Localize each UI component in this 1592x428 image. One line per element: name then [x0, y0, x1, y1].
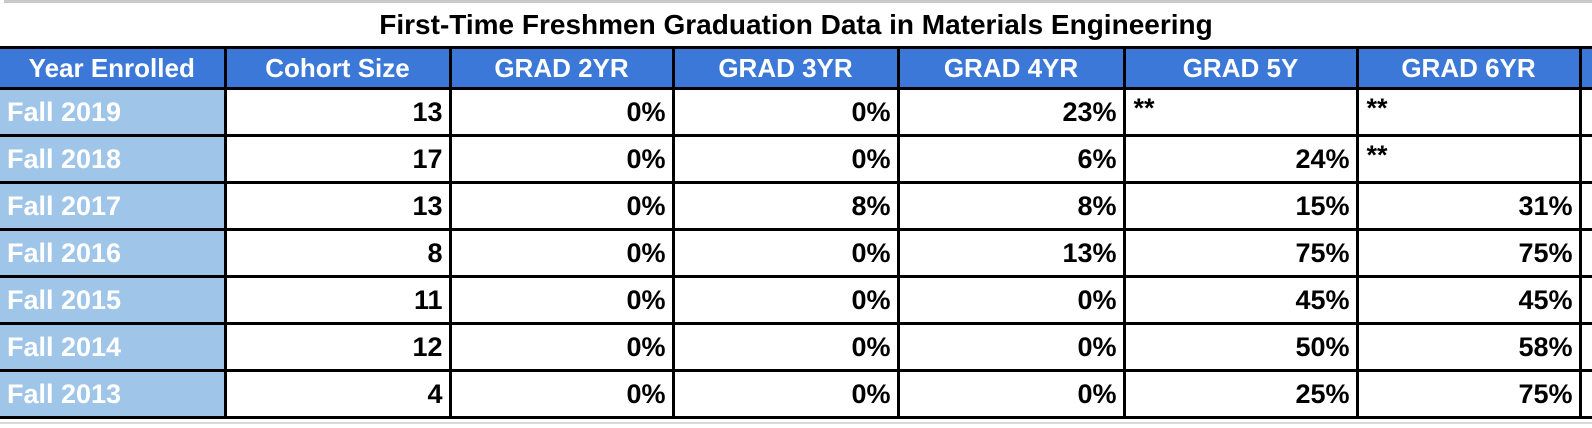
value-cell: **	[1122, 87, 1359, 137]
value-cell: 23%	[896, 87, 1126, 137]
bottom-gridline-rule	[0, 422, 1592, 424]
value-cell: 0%	[671, 134, 900, 184]
value-cell: 58%	[1355, 322, 1582, 372]
value-cell: 17	[223, 134, 452, 184]
value-cell: 0%	[671, 322, 900, 372]
value-cell: 0%	[448, 322, 675, 372]
value-cell: 15%	[1122, 181, 1359, 231]
clipped-cell	[1578, 181, 1592, 231]
year-cell: Fall 2015	[0, 275, 227, 325]
value-cell: 0%	[448, 369, 675, 419]
value-cell: 13	[223, 87, 452, 137]
value-cell: 0%	[448, 134, 675, 184]
clipped-cell	[1578, 275, 1592, 325]
graduation-data-table: Year Enrolled Cohort Size GRAD 2YR GRAD 3YR…	[0, 46, 1592, 419]
value-cell: 0%	[896, 275, 1126, 325]
clipped-cell	[1578, 322, 1592, 372]
clipped-cell	[1578, 87, 1592, 137]
top-gridline-rule	[4, 0, 1592, 3]
year-cell: Fall 2014	[0, 322, 227, 372]
value-cell: 0%	[671, 228, 900, 278]
value-cell: 0%	[448, 228, 675, 278]
clipped-cell	[1578, 369, 1592, 419]
table-row: Fall 2019 13 0% 0% 23% ** **	[0, 87, 1592, 137]
column-header: GRAD 6YR	[1355, 46, 1582, 90]
column-header: Cohort Size	[223, 46, 452, 90]
value-cell: 4	[223, 369, 452, 419]
value-cell: 0%	[671, 275, 900, 325]
value-cell: 31%	[1355, 181, 1582, 231]
column-header: GRAD 4YR	[896, 46, 1126, 90]
value-cell: 8%	[896, 181, 1126, 231]
value-cell: 13%	[896, 228, 1126, 278]
table-body: Fall 2019 13 0% 0% 23% ** ** Fall 2018 17 0% 0% 6% 2…	[0, 87, 1592, 419]
value-cell: 0%	[896, 322, 1126, 372]
column-header: GRAD 5Y	[1122, 46, 1359, 90]
value-cell: 6%	[896, 134, 1126, 184]
value-cell: 75%	[1355, 228, 1582, 278]
table-title: First-Time Freshmen Graduation Data in M…	[379, 9, 1213, 40]
value-cell: **	[1355, 87, 1582, 137]
value-cell: 24%	[1122, 134, 1359, 184]
top-gridline	[0, 0, 1592, 4]
value-cell: 50%	[1122, 322, 1359, 372]
value-cell: 0%	[671, 369, 900, 419]
year-cell: Fall 2017	[0, 181, 227, 231]
column-header: Year Enrolled	[0, 46, 227, 90]
value-cell: 45%	[1355, 275, 1582, 325]
value-cell: 75%	[1122, 228, 1359, 278]
value-cell: 13	[223, 181, 452, 231]
table-row: Fall 2015 11 0% 0% 0% 45% 45%	[0, 275, 1592, 325]
value-cell: 0%	[448, 87, 675, 137]
value-cell: 11	[223, 275, 452, 325]
bottom-gridline	[0, 422, 1592, 428]
value-cell: 8%	[671, 181, 900, 231]
year-cell: Fall 2019	[0, 87, 227, 137]
value-cell: 0%	[448, 275, 675, 325]
column-header: GRAD 3YR	[671, 46, 900, 90]
column-header: GRAD 2YR	[448, 46, 675, 90]
value-cell: 8	[223, 228, 452, 278]
table-row: Fall 2017 13 0% 8% 8% 15% 31%	[0, 181, 1592, 231]
clipped-cell	[1578, 134, 1592, 184]
table-row: Fall 2014 12 0% 0% 0% 50% 58%	[0, 322, 1592, 372]
year-cell: Fall 2013	[0, 369, 227, 419]
table-row: Fall 2018 17 0% 0% 6% 24% **	[0, 134, 1592, 184]
value-cell: 0%	[896, 369, 1126, 419]
clipped-column-header	[1578, 46, 1592, 90]
clipped-cell	[1578, 228, 1592, 278]
header-row: Year Enrolled Cohort Size GRAD 2YR GRAD 3YR…	[0, 46, 1592, 90]
value-cell: 25%	[1122, 369, 1359, 419]
year-cell: Fall 2016	[0, 228, 227, 278]
table-row: Fall 2013 4 0% 0% 0% 25% 75%	[0, 369, 1592, 419]
value-cell: **	[1355, 134, 1582, 184]
year-cell: Fall 2018	[0, 134, 227, 184]
table-row: Fall 2016 8 0% 0% 13% 75% 75%	[0, 228, 1592, 278]
value-cell: 0%	[448, 181, 675, 231]
value-cell: 12	[223, 322, 452, 372]
value-cell: 75%	[1355, 369, 1582, 419]
value-cell: 45%	[1122, 275, 1359, 325]
value-cell: 0%	[671, 87, 900, 137]
